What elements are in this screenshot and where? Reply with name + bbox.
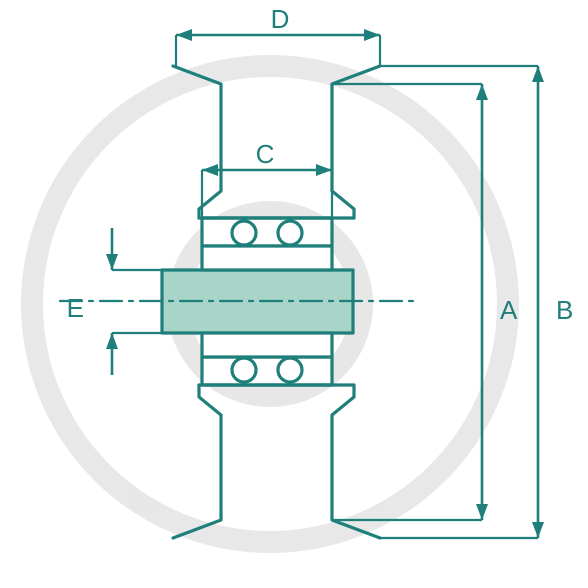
dim-label-D: D [271,4,290,34]
technical-drawing: APSAGRO PARTS BALTIJADCEAB [0,0,588,588]
dim-label-B: B [556,295,573,325]
dim-label-A: A [500,295,518,325]
dim-label-C: C [256,139,275,169]
dim-label-E: E [67,293,84,323]
